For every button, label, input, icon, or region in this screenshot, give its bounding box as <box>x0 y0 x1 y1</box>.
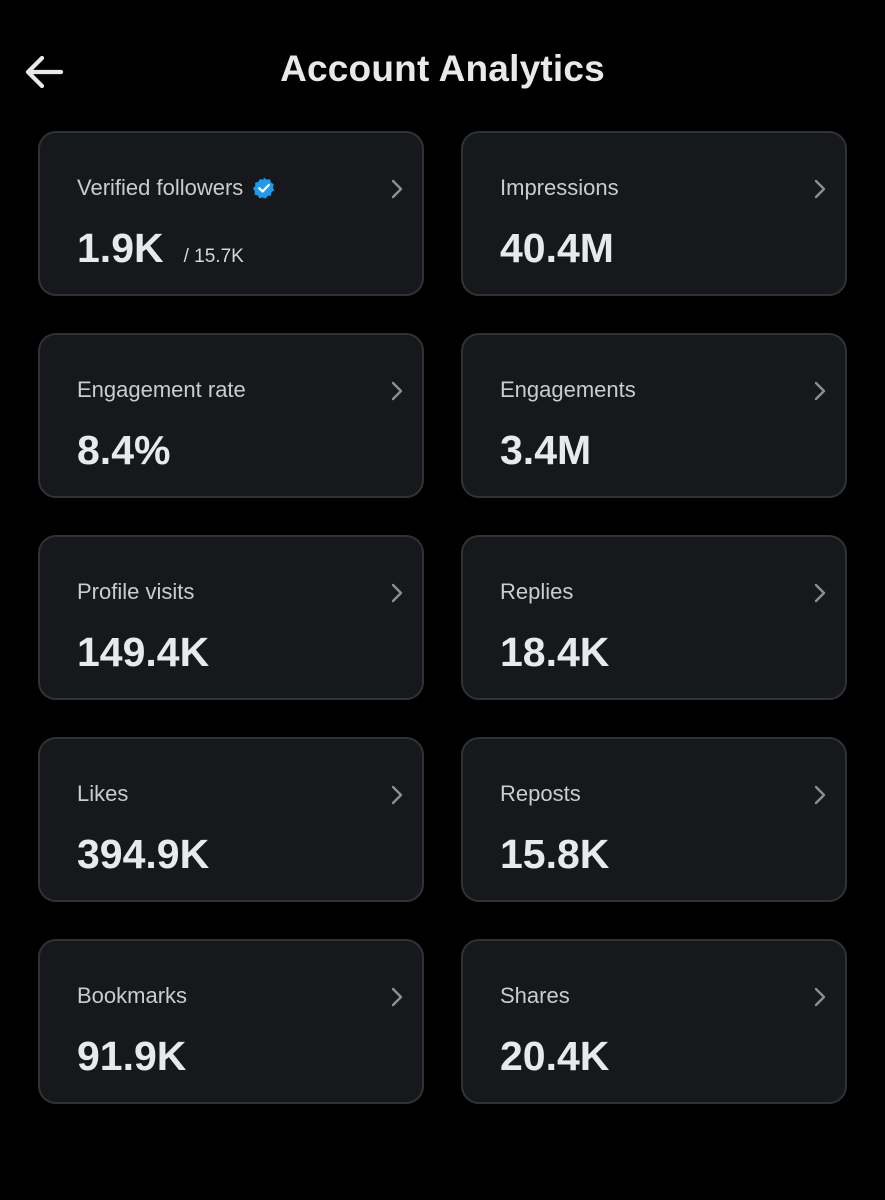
card-label: Verified followers <box>77 175 244 200</box>
card-value: 40.4M <box>500 225 614 271</box>
card-engagement-rate[interactable]: Engagement rate 8.4% <box>38 333 424 498</box>
page-title: Account Analytics <box>280 48 605 89</box>
card-label: Shares <box>500 983 570 1008</box>
card-label: Engagements <box>500 377 636 402</box>
card-impressions[interactable]: Impressions 40.4M <box>461 131 847 296</box>
card-value-container: 1.9K / 15.7K <box>77 225 244 272</box>
card-verified-followers[interactable]: Verified followers 1.9K / 15.7K <box>38 131 424 296</box>
card-label: Impressions <box>500 175 619 200</box>
arrow-left-icon <box>25 55 64 89</box>
header: Account Analytics <box>0 0 885 140</box>
card-value: 149.4K <box>77 629 210 675</box>
chevron-right-icon <box>391 381 403 401</box>
card-value: 18.4K <box>500 629 610 675</box>
card-profile-visits[interactable]: Profile visits 149.4K <box>38 535 424 700</box>
back-button[interactable] <box>18 46 70 98</box>
card-label: Engagement rate <box>77 377 246 402</box>
chevron-right-icon <box>814 381 826 401</box>
chevron-right-icon <box>814 785 826 805</box>
card-value: 394.9K <box>77 831 210 877</box>
card-value: 3.4M <box>500 427 592 473</box>
card-value: 1.9K <box>77 225 164 271</box>
card-bookmarks[interactable]: Bookmarks 91.9K <box>38 939 424 1104</box>
card-value: 91.9K <box>77 1033 187 1079</box>
chevron-right-icon <box>814 583 826 603</box>
card-label: Bookmarks <box>77 983 188 1008</box>
chevron-right-icon <box>391 987 403 1007</box>
card-value: 20.4K <box>500 1033 610 1079</box>
chevron-right-icon <box>391 785 403 805</box>
card-label-container: Verified followers <box>77 175 276 201</box>
card-label: Likes <box>77 781 129 806</box>
chevron-right-icon <box>814 179 826 199</box>
chevron-right-icon <box>391 583 403 603</box>
card-label: Replies <box>500 579 574 604</box>
card-value: 8.4% <box>77 427 171 473</box>
verified-badge-icon <box>252 176 276 200</box>
card-reposts[interactable]: Reposts 15.8K <box>461 737 847 902</box>
card-label: Profile visits <box>77 579 195 604</box>
card-likes[interactable]: Likes 394.9K <box>38 737 424 902</box>
card-subvalue: / 15.7K <box>183 246 244 267</box>
card-shares[interactable]: Shares 20.4K <box>461 939 847 1104</box>
card-value: 15.8K <box>500 831 610 877</box>
chevron-right-icon <box>814 987 826 1007</box>
card-engagements[interactable]: Engagements 3.4M <box>461 333 847 498</box>
card-label: Reposts <box>500 781 581 806</box>
chevron-right-icon <box>391 179 403 199</box>
analytics-grid: Verified followers 1.9K / 15.7K Impressi… <box>38 131 847 1104</box>
card-replies[interactable]: Replies 18.4K <box>461 535 847 700</box>
